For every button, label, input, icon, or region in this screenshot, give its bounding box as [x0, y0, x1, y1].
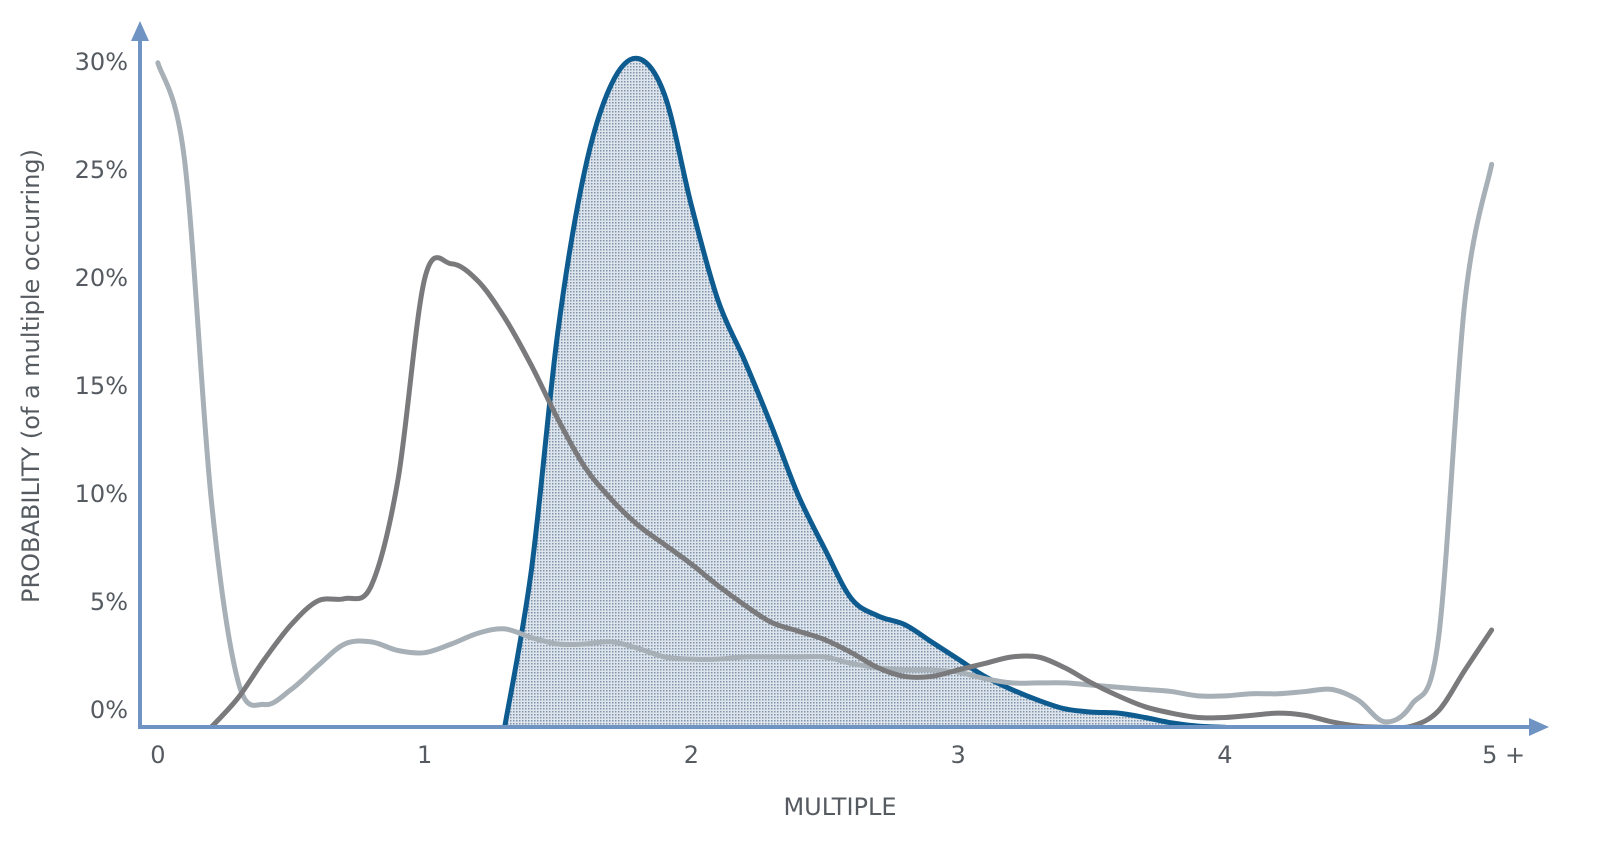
line	[155, 60, 1495, 725]
x-tick-label: 4	[1217, 741, 1232, 769]
y-tick-label: 5%	[90, 588, 128, 616]
x-tick-label: 3	[950, 741, 965, 769]
y-tick-label: 10%	[75, 480, 128, 508]
y-tick-label: 15%	[75, 372, 128, 400]
y-axis-arrow	[131, 21, 149, 41]
x-tick-label: 2	[684, 741, 699, 769]
line	[208, 255, 1495, 727]
y-tick-label: 30%	[75, 48, 128, 76]
x-tick-label: 1	[417, 741, 432, 769]
x-tick-label: 5 +	[1482, 741, 1525, 769]
y-tick-label: 25%	[75, 156, 128, 184]
line	[502, 55, 1228, 727]
x-axis-label: MULTIPLE	[783, 793, 896, 821]
y-axis-label: PROBABILITY (of a multiple occurring)	[17, 149, 45, 603]
y-tick-label: 0%	[90, 696, 128, 724]
plot-area	[155, 55, 1495, 727]
area	[504, 58, 1225, 727]
x-tick-label: 0	[150, 741, 165, 769]
y-tick-label: 20%	[75, 264, 128, 292]
x-axis-arrow	[1529, 718, 1549, 736]
